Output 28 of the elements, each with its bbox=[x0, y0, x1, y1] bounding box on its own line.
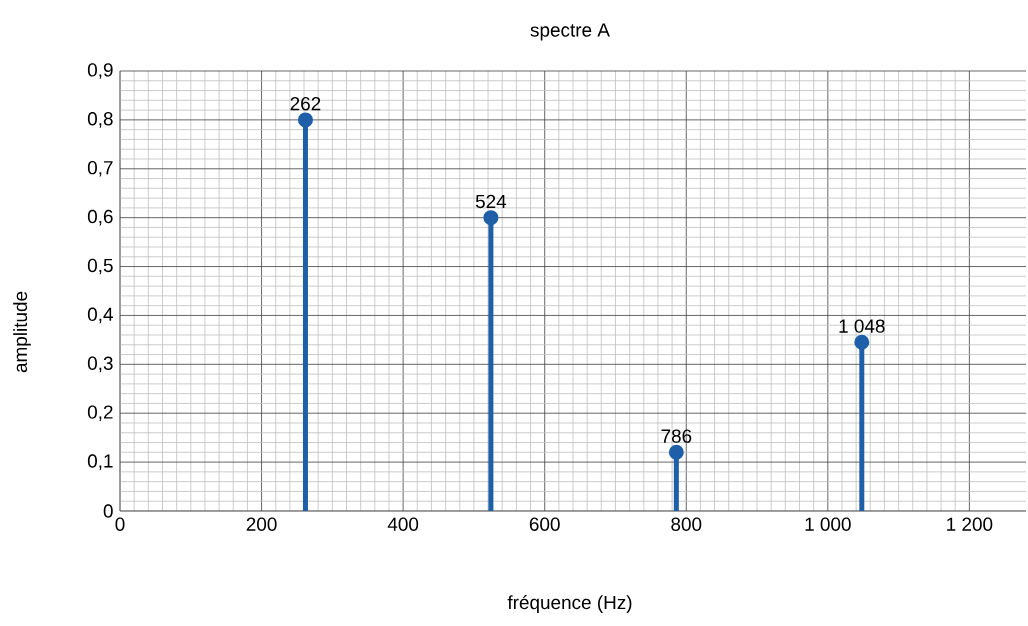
point bbox=[854, 334, 870, 350]
x-tick-label: 200 bbox=[246, 517, 277, 531]
y-tick-label: 0,9 bbox=[87, 63, 113, 79]
x-tick-label: 1 200 bbox=[947, 517, 993, 531]
x-tick-label: 0 bbox=[115, 517, 125, 531]
x-tick-label: 1 000 bbox=[805, 517, 851, 531]
chart-title: spectre A bbox=[530, 23, 610, 41]
y-tick-label: 0,4 bbox=[87, 307, 113, 324]
point bbox=[297, 112, 313, 128]
y-tick-label: 0,3 bbox=[87, 356, 113, 373]
annotation: 524 bbox=[475, 194, 507, 209]
y-tick-label: 0,1 bbox=[87, 454, 113, 470]
x-axis-title: fréquence (Hz) bbox=[507, 595, 632, 613]
y-axis-title: amplitude bbox=[13, 291, 31, 373]
y-tick-label: 0,7 bbox=[87, 160, 113, 177]
annotation: 786 bbox=[661, 429, 692, 443]
point bbox=[668, 444, 684, 460]
y-tick-label: 0,6 bbox=[87, 209, 113, 226]
y-tick-label: 0,5 bbox=[87, 258, 113, 275]
annotation: 262 bbox=[290, 96, 321, 111]
x-tick-label: 800 bbox=[671, 517, 702, 531]
x-tick-label: 400 bbox=[387, 517, 419, 531]
y-tick-label: 0 bbox=[103, 504, 113, 518]
annotation: 1 048 bbox=[839, 319, 885, 333]
x-tick-label: 600 bbox=[529, 517, 560, 531]
point bbox=[483, 210, 499, 226]
y-tick-label: 0,2 bbox=[87, 405, 113, 422]
y-tick-label: 0,8 bbox=[87, 112, 113, 128]
